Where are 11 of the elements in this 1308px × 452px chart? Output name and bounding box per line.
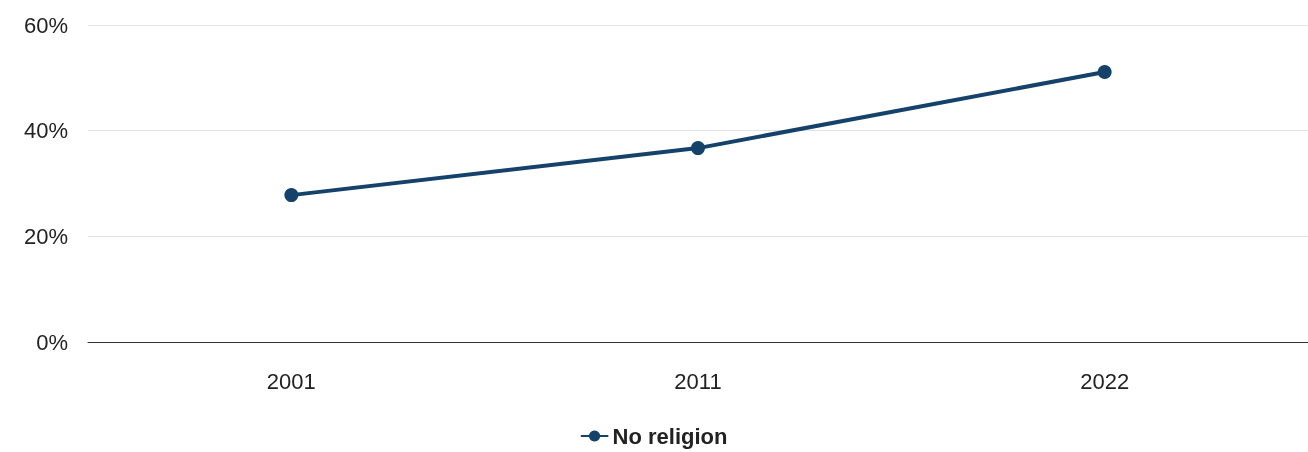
y-tick-label: 20% [23,223,68,249]
legend-label: No religion [612,423,728,449]
point [284,188,299,203]
point [691,141,705,156]
y-tick-label: 60% [23,12,68,38]
x-tick-label: 2022 [1080,368,1130,394]
point [1097,65,1112,80]
x-tick-label: 2011 [674,368,722,394]
y-tick-label: 40% [23,118,68,144]
x-tick-label: 2001 [266,368,316,394]
y-tick-label: 0% [36,329,68,355]
